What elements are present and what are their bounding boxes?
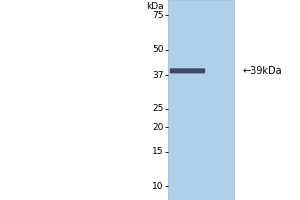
Text: 37: 37 (152, 71, 164, 80)
Text: ←39kDa: ←39kDa (243, 66, 283, 76)
Text: 20: 20 (152, 123, 164, 132)
Text: 50: 50 (152, 45, 164, 54)
Text: 15: 15 (152, 147, 164, 156)
Text: 75: 75 (152, 11, 164, 20)
Text: 10: 10 (152, 182, 164, 191)
FancyBboxPatch shape (168, 0, 234, 200)
Text: kDa: kDa (146, 2, 164, 11)
Text: 25: 25 (152, 104, 164, 113)
FancyBboxPatch shape (170, 68, 205, 73)
